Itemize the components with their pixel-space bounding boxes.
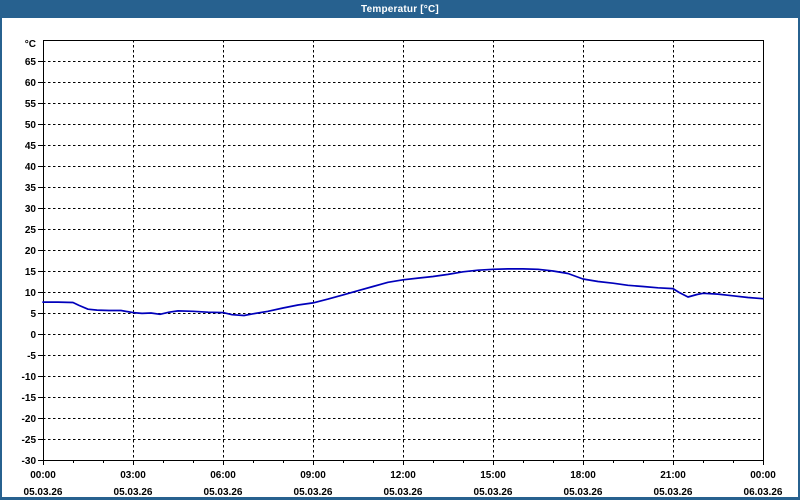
y-axis-label: 5: [30, 309, 36, 320]
y-axis-label: 45: [25, 141, 37, 152]
y-axis-label: 0: [30, 330, 36, 341]
window-title: Temperatur [°C]: [361, 3, 439, 15]
x-axis-date-label: 05.03.26: [294, 487, 333, 498]
x-axis-date-label: 05.03.26: [564, 487, 603, 498]
y-axis-unit-label: °C: [25, 39, 36, 50]
y-axis-label: 30: [25, 204, 37, 215]
y-axis-label: -10: [22, 372, 37, 383]
y-axis-label: 55: [25, 99, 37, 110]
temperature-line: [42, 268, 764, 317]
x-axis-date-label: 05.03.26: [204, 487, 243, 498]
x-axis-time-label: 12:00: [390, 470, 416, 481]
window-titlebar: Temperatur [°C]: [2, 0, 798, 18]
x-axis-time-label: 21:00: [660, 470, 686, 481]
x-axis-time-label: 06:00: [210, 470, 236, 481]
x-axis-time-label: 09:00: [300, 470, 326, 481]
x-axis-date-label: 05.03.26: [474, 487, 513, 498]
y-axis-label: -25: [22, 435, 37, 446]
y-axis-label: 35: [25, 183, 37, 194]
y-axis-label: 50: [25, 120, 37, 131]
y-axis-label: -5: [27, 351, 36, 362]
x-axis-time-label: 18:00: [570, 470, 596, 481]
x-axis-date-label: 06.03.26: [744, 487, 783, 498]
x-axis-time-label: 00:00: [30, 470, 56, 481]
x-axis-time-label: 00:00: [750, 470, 776, 481]
y-axis-label: -15: [22, 393, 37, 404]
x-axis-date-label: 05.03.26: [654, 487, 693, 498]
y-axis-label: 10: [25, 288, 37, 299]
y-axis-label: 25: [25, 225, 37, 236]
x-axis-time-label: 15:00: [480, 470, 506, 481]
y-axis-label: 65: [25, 57, 37, 68]
y-axis-label: -20: [22, 414, 37, 425]
plot-border: [43, 40, 764, 461]
y-axis-label: 20: [25, 246, 37, 257]
temperature-chart: -30 -25 -20 -15 -10 -5 0 5 10 15 20 25 30 35 40 45 50 55 6…: [22, 39, 783, 498]
y-axis-label: -30: [22, 456, 37, 467]
x-axis-time-label: 03:00: [120, 470, 146, 481]
y-axis-label: 60: [25, 78, 37, 89]
x-axis-date-label: 05.03.26: [384, 487, 423, 498]
x-axis-date-label: 05.03.26: [114, 487, 153, 498]
y-axis-label: 15: [25, 267, 37, 278]
y-axis-label: 40: [25, 162, 37, 173]
x-axis-date-label: 05.03.26: [24, 487, 63, 498]
